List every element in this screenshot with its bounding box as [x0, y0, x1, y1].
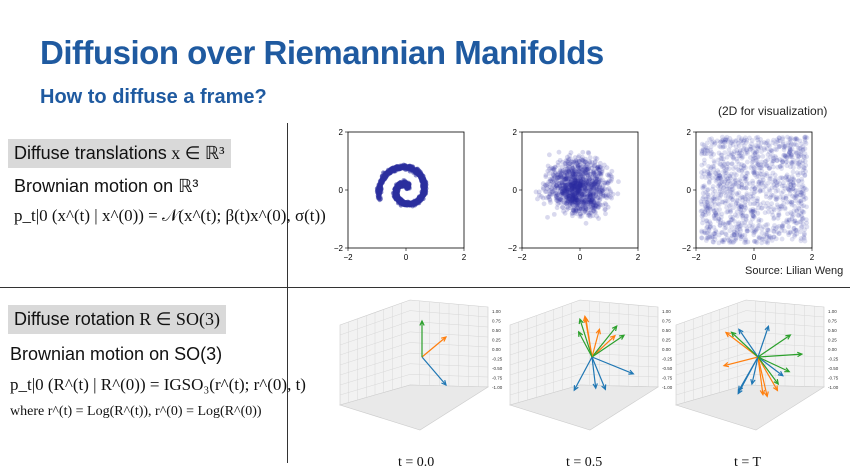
z-tick-label: 0.50	[662, 328, 671, 333]
z-tick-label: -0.25	[492, 357, 503, 362]
x-tick-label: 0	[404, 253, 409, 262]
z-tick-label: 0.00	[492, 347, 501, 352]
z-tick-label: -0.25	[662, 357, 673, 362]
rotations-brownian: Brownian motion on SO(3)	[10, 344, 223, 364]
z-tick-label: 0.00	[662, 347, 671, 352]
rotation-panel-0: 1.00 0.75 0.50 0.25 0.00 -0.25 -0.50 -0.75 -1.00	[338, 299, 503, 431]
rotations-where: where r^(t) = Log(R^(t)), r^(0) = Log(R^…	[10, 404, 262, 419]
translations-brownian: Brownian motion on ℝ³	[14, 176, 199, 196]
z-tick-label: -0.50	[492, 366, 503, 371]
z-tick-label: 1.00	[662, 309, 671, 314]
time-label-2: t = T	[734, 455, 762, 470]
z-tick-label: 0.25	[492, 338, 501, 343]
z-tick-label: 0.25	[828, 338, 837, 343]
z-tick-label: 0.00	[828, 347, 837, 352]
z-tick-label: -0.50	[828, 366, 839, 371]
z-tick-label: -1.00	[828, 385, 839, 390]
z-tick-label: 1.00	[492, 309, 501, 314]
z-tick-label: 0.75	[662, 319, 671, 324]
horizontal-divider	[0, 287, 850, 288]
z-tick-label: 0.75	[492, 319, 501, 324]
z-tick-label: 1.00	[828, 309, 837, 314]
z-tick-label: -0.25	[828, 357, 839, 362]
z-tick-label: 0.75	[828, 319, 837, 324]
rotations-tag: Diffuse rotation R ∈ SO(3)	[8, 305, 226, 334]
time-label-1: t = 0.5	[566, 455, 603, 470]
z-tick-label: -0.75	[492, 376, 503, 381]
z-tick-label: 0.25	[662, 338, 671, 343]
page-subtitle: How to diffuse a frame?	[40, 86, 267, 108]
scatter-panel-0: −2 0 2 2 0 −2	[334, 128, 467, 262]
x-tick-label: −2	[343, 253, 353, 262]
translations-tag: Diffuse translations x ∈ ℝ³	[8, 139, 231, 168]
z-tick-label: -1.00	[492, 385, 503, 390]
z-tick-label: -0.75	[828, 376, 839, 381]
z-tick-label: -0.75	[662, 376, 673, 381]
rotation-panel-1: 1.00 0.75 0.50 0.25 0.00 -0.25 -0.50 -0.75 -1.00	[508, 299, 673, 431]
vertical-divider	[287, 123, 288, 463]
rotation-panel-2: 1.00 0.75 0.50 0.25 0.00 -0.25 -0.50 -0.75 -1.00	[674, 299, 839, 431]
z-tick-label: -0.50	[662, 366, 673, 371]
rotations-tag-text: Diffuse rotation	[14, 309, 135, 329]
z-tick-label: 0.50	[828, 328, 837, 333]
page-title: Diffusion over Riemannian Manifolds	[40, 34, 604, 71]
z-tick-label: -1.00	[662, 385, 673, 390]
translations-equation: p_t|0 (x^(t) | x^(0)) = 𝒩(x^(t); β(t)x^(…	[14, 206, 326, 225]
y-tick-label: −2	[334, 244, 344, 253]
translations-tag-math: x ∈ ℝ³	[171, 143, 225, 163]
rotations-equation: p_t|0 (R^(t) | R^(0)) = IGSO₃(r^(t); r^(…	[10, 375, 306, 394]
y-tick-label: 2	[339, 128, 344, 137]
x-tick-label: 2	[462, 253, 467, 262]
time-label-0: t = 0.0	[398, 455, 435, 470]
z-tick-label: 0.50	[492, 328, 501, 333]
rotations-tag-math: R ∈ SO(3)	[139, 309, 220, 329]
visualization-note: (2D for visualization)	[718, 104, 828, 118]
translations-tag-text: Diffuse translations	[14, 143, 167, 163]
source-credit: Source: Lilian Weng	[745, 265, 844, 277]
y-tick-label: 0	[339, 186, 344, 195]
